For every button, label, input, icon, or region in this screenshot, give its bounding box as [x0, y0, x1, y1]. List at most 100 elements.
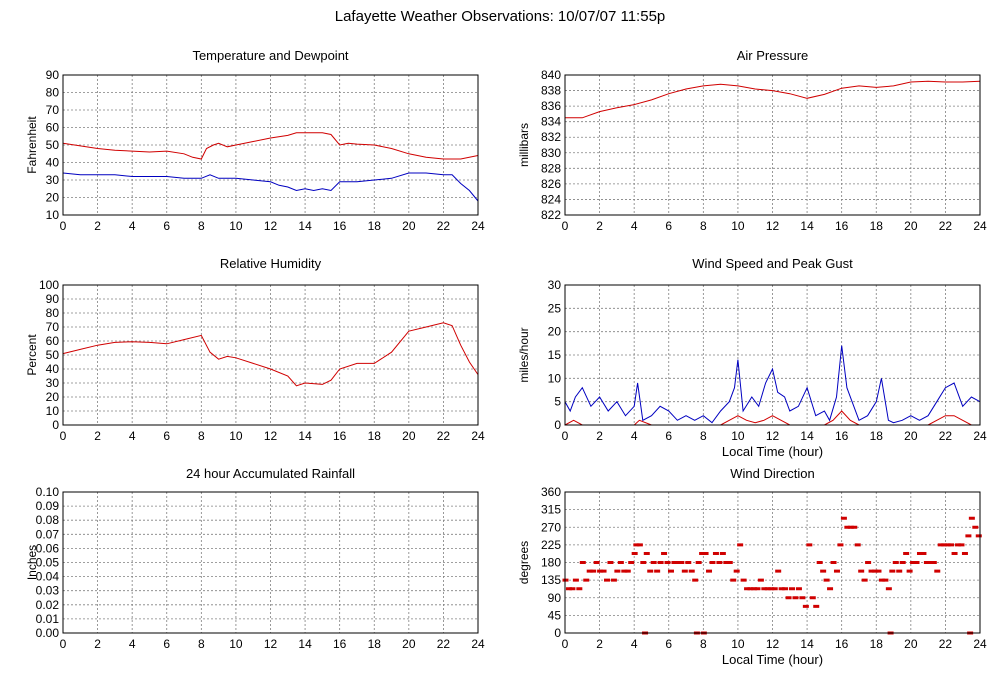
y-tick-label: 822 [541, 208, 561, 222]
x-tick-label: 20 [904, 429, 918, 443]
plot-frame [564, 491, 981, 634]
y-tick-label: 30 [46, 376, 60, 390]
x-tick-label: 6 [665, 637, 672, 651]
y-axis-label: miles/hour [517, 327, 531, 382]
x-tick-label: 10 [731, 219, 745, 233]
y-axis-label: millibars [517, 123, 531, 167]
direction-point [961, 551, 968, 555]
x-tick-label: 12 [264, 637, 278, 651]
x-tick-label: 12 [766, 429, 780, 443]
y-tick-label: 270 [541, 520, 561, 534]
x-tick-label: 16 [835, 637, 849, 651]
x-tick-label: 24 [471, 637, 485, 651]
direction-point [764, 587, 771, 591]
x-tick-label: 18 [870, 429, 884, 443]
direction-point [723, 561, 730, 564]
x-tick-label: 14 [298, 637, 312, 651]
y-axis-label: Percent [25, 334, 39, 376]
direction-point [920, 551, 927, 555]
x-tick-label: 6 [665, 429, 672, 443]
direction-point [750, 587, 757, 591]
x-tick-label: 8 [198, 429, 205, 443]
x-tick-label: 18 [368, 637, 382, 651]
x-tick-label: 16 [835, 429, 849, 443]
direction-point [972, 525, 979, 529]
direction-point [621, 569, 628, 573]
x-tick-label: 20 [402, 637, 416, 651]
direction-point [778, 587, 785, 591]
direction-point [948, 543, 955, 547]
x-tick-label: 14 [298, 219, 312, 233]
direction-point [671, 561, 678, 564]
x-tick-label: 22 [939, 219, 953, 233]
x-tick-label: 2 [596, 637, 603, 651]
direction-point [647, 569, 654, 573]
series-line-0 [62, 322, 479, 387]
direction-point [789, 587, 796, 591]
direction-point [576, 587, 583, 591]
chart-title: Temperature and Dewpoint [192, 48, 348, 63]
x-tick-label: 4 [631, 429, 638, 443]
y-tick-label: 30 [46, 173, 60, 187]
y-tick-label: 90 [548, 591, 562, 605]
direction-point [607, 561, 614, 564]
direction-point [692, 578, 699, 582]
x-tick-label: 14 [800, 429, 814, 443]
y-tick-label: 60 [46, 334, 60, 348]
x-tick-label: 12 [264, 219, 278, 233]
chart-title: Wind Direction [730, 466, 815, 481]
direction-point [965, 534, 972, 538]
x-tick-label: 24 [973, 219, 987, 233]
x-tick-label: 10 [229, 429, 243, 443]
direction-point [628, 561, 635, 564]
direction-point [636, 543, 643, 547]
x-tick-label: 20 [402, 429, 416, 443]
direction-point [569, 587, 576, 591]
x-tick-label: 10 [731, 429, 745, 443]
direction-point [840, 516, 847, 520]
direction-point [706, 569, 713, 573]
direction-point [667, 569, 674, 573]
x-axis-label: Local Time (hour) [722, 444, 823, 459]
y-tick-label: 70 [46, 320, 60, 334]
direction-point [681, 569, 688, 573]
direction-point [716, 561, 723, 564]
y-tick-label: 90 [46, 68, 60, 82]
x-tick-label: 14 [298, 429, 312, 443]
direction-point [792, 596, 799, 600]
plot-frame [564, 74, 981, 216]
direction-point [885, 587, 892, 591]
y-tick-label: 360 [541, 485, 561, 499]
direction-point [597, 569, 604, 573]
x-tick-label: 2 [596, 429, 603, 443]
direction-point [726, 561, 733, 564]
y-tick-label: 0.07 [36, 527, 60, 541]
direction-point [583, 578, 590, 582]
direction-point [657, 561, 664, 564]
direction-point [757, 578, 764, 582]
direction-point [927, 561, 934, 564]
x-tick-label: 20 [904, 637, 918, 651]
direction-point [906, 569, 913, 573]
direction-point [699, 551, 706, 555]
x-tick-label: 8 [198, 219, 205, 233]
direction-point [744, 587, 751, 591]
direction-point [795, 587, 802, 591]
direction-point [861, 578, 868, 582]
direction-point [688, 569, 695, 573]
direction-point [968, 516, 975, 520]
direction-point [934, 569, 941, 573]
direction-point [661, 551, 668, 555]
x-tick-label: 2 [94, 637, 101, 651]
direction-point [785, 596, 792, 600]
y-tick-label: 20 [548, 325, 562, 339]
y-tick-label: 0 [554, 626, 561, 640]
y-tick-label: 20 [46, 390, 60, 404]
y-tick-label: 45 [548, 608, 562, 622]
y-tick-label: 0.02 [36, 598, 60, 612]
direction-point [851, 525, 858, 529]
x-tick-label: 24 [973, 429, 987, 443]
x-tick-label: 16 [333, 429, 347, 443]
